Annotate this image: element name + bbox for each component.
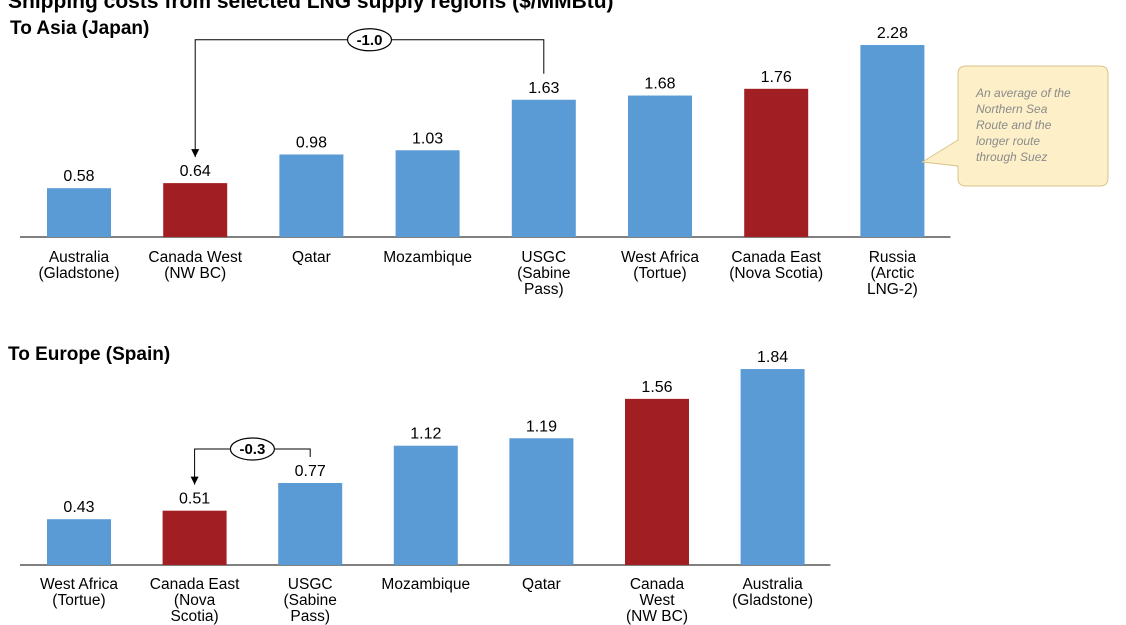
bar [740,369,805,565]
bar [625,398,689,565]
panel-title: To Europe (Spain) [8,344,170,365]
bar [395,150,460,237]
bar [278,482,343,565]
data-label: 0.64 [180,163,211,180]
arrow-down-icon [190,476,199,485]
category-label: Qatar [292,249,331,266]
bar [47,519,111,565]
bar [279,154,344,237]
data-label: 1.56 [641,379,672,396]
bar [509,438,574,565]
data-label: 1.84 [757,349,788,366]
category-label: Canada West (NW BC) [148,249,242,282]
category-label: Canada West (NW BC) [626,576,688,625]
difference-badge [229,437,275,461]
category-label: Mozambique [381,576,470,593]
data-label: 0.98 [296,134,327,151]
panel-title: To Asia (Japan) [10,18,149,39]
bar [860,45,925,237]
difference-bracket [194,39,545,158]
bar [744,88,809,237]
bar [47,188,111,237]
data-label: 1.03 [412,130,443,147]
data-label: 1.12 [410,426,441,443]
bar [162,510,227,565]
difference-label: -1.0 [357,32,383,49]
data-label: 0.43 [63,499,94,516]
data-label: 1.63 [528,80,559,97]
europe-panel: To Europe (Spain) 0.43 West Africa (Tortue)… [8,344,831,625]
data-label: 0.51 [179,491,210,508]
bar [163,183,228,237]
category-label: USGC (Sabine Pass) [283,576,336,625]
category-label: Australia (Gladstone) [39,249,120,282]
bar [393,445,458,565]
chart-title: Shipping costs from selected LNG supply … [8,0,614,13]
bar [628,95,692,237]
category-label: USGC (Sabine Pass) [517,249,570,298]
category-label: Canada East (Nova Scotia) [729,249,823,282]
data-label: 0.58 [63,168,94,185]
bar [511,99,576,237]
category-label: Russia (Arctic LNG-2) [867,249,918,298]
data-label: 1.68 [644,76,675,93]
difference-badge [346,28,393,52]
category-label: West Africa (Tortue) [621,249,699,282]
category-label: Qatar [522,576,561,593]
arrow-down-icon [191,149,200,158]
data-label: 2.28 [877,25,908,42]
category-label: Mozambique [383,249,472,266]
data-label: 0.77 [295,463,326,480]
category-label: Australia (Gladstone) [732,576,813,609]
asia-panel: To Asia (Japan) 0.58 Australia (Gladstone) 0… [10,18,1109,298]
callout-text: An average of the Northern Sea Route and t… [975,86,1071,164]
data-label: 1.19 [526,418,557,435]
category-label: West Africa (Tortue) [40,576,118,609]
difference-label: -0.3 [239,441,265,458]
category-label: Canada East (Nova Scotia) [150,576,240,625]
callout-box [920,65,1109,187]
data-label: 1.76 [761,69,792,86]
